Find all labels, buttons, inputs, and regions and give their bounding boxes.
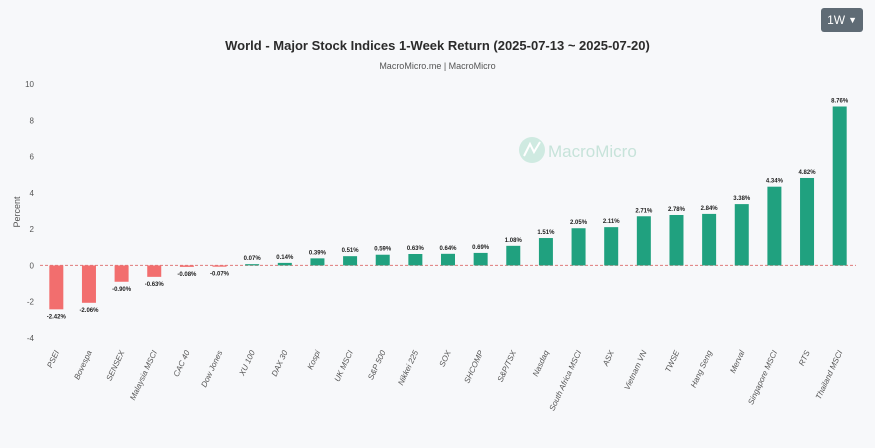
x-tick-label: TWSE [663, 348, 681, 373]
data-label: 4.34% [766, 179, 784, 185]
data-label: 8.76% [831, 98, 849, 104]
bar[interactable] [538, 238, 553, 266]
x-tick-label: Nikkei 225 [396, 349, 420, 387]
bar[interactable] [800, 177, 815, 266]
bars [49, 106, 847, 310]
bar[interactable] [604, 227, 619, 266]
watermark: MacroMicro [519, 137, 637, 163]
data-label: 2.11% [603, 219, 620, 225]
x-tick-label: Kospi [306, 349, 323, 371]
x-tick-label: UK MSCI [333, 348, 356, 383]
y-axis-title: Percent [12, 196, 22, 228]
bar[interactable] [832, 106, 847, 266]
data-label: 2.71% [635, 208, 653, 214]
bar[interactable] [669, 214, 684, 266]
period-dropdown-value: 1W [827, 13, 846, 27]
bar[interactable] [571, 228, 586, 266]
data-label: 2.84% [701, 206, 719, 212]
value-labels: -2.42% -2.06% -0.90% -0.63% -0.08% -0.07% 0.07… [47, 98, 849, 320]
x-tick-label: S&P/TSX [496, 348, 519, 383]
x-tick-label: PSEI [45, 348, 61, 369]
data-label: 1.08% [505, 238, 523, 244]
y-tick-label: 8 [30, 116, 35, 125]
x-tick-label: RTS [797, 348, 812, 367]
bar[interactable] [179, 265, 194, 267]
bar[interactable] [702, 213, 717, 266]
bar[interactable] [767, 186, 782, 266]
x-tick-label: Merval [728, 349, 746, 375]
x-tick-label: Thailand MSCI [814, 348, 845, 400]
y-tick-label: 6 [30, 153, 35, 162]
x-tick-label: XU 100 [237, 349, 257, 378]
data-label: 4.82% [799, 170, 817, 176]
bar[interactable] [408, 253, 423, 266]
bar[interactable] [473, 252, 488, 266]
y-tick-label: 10 [25, 80, 34, 89]
data-label: 1.51% [537, 230, 555, 236]
data-label: 0.14% [276, 255, 294, 261]
bar[interactable] [49, 265, 64, 310]
x-tick-label: South Africa MSCI [548, 348, 584, 412]
x-tick-label: Hang Seng [689, 349, 714, 390]
x-tick-label: SENSEX [105, 348, 127, 382]
bar[interactable] [506, 245, 521, 266]
x-tick-label: SOX [438, 348, 454, 368]
y-tick-label: -4 [27, 334, 35, 343]
data-label: -0.08% [177, 272, 197, 278]
data-label: 0.51% [342, 248, 360, 254]
data-label: 3.38% [733, 196, 751, 202]
chevron-down-icon: ▼ [848, 15, 857, 25]
data-label: 2.78% [668, 207, 686, 213]
data-label: -0.07% [210, 272, 230, 278]
data-label: 0.63% [407, 246, 425, 252]
x-tick-label: CAC 40 [172, 349, 192, 379]
watermark-text: MacroMicro [548, 142, 637, 161]
watermark-logo-mark [523, 141, 541, 157]
bar[interactable] [81, 265, 96, 303]
data-label: 0.39% [309, 250, 327, 256]
y-axis: -4 -2 0 2 4 6 8 10 [25, 80, 34, 343]
x-tick-label: Malaysia MSCI [128, 348, 159, 401]
data-label: 0.59% [374, 247, 392, 253]
x-tick-label: Dow Jones [199, 349, 224, 389]
data-label: 0.07% [244, 256, 262, 262]
bar[interactable] [734, 204, 749, 266]
bar[interactable] [375, 254, 390, 266]
y-tick-label: 2 [30, 225, 35, 234]
y-tick-label: -2 [27, 298, 35, 307]
data-label: 0.64% [439, 246, 457, 252]
x-tick-label: Bovespa [72, 349, 94, 382]
bar[interactable] [277, 262, 292, 266]
chart-title: World - Major Stock Indices 1-Week Retur… [225, 38, 650, 53]
data-label: 0.69% [472, 245, 490, 251]
x-tick-label: S&P 500 [366, 349, 388, 382]
bar[interactable] [441, 253, 455, 266]
x-tick-label: Vietnam VN [623, 349, 649, 392]
x-axis: PSEI Bovespa SENSEX Malaysia MSCI CAC 40 Dow … [45, 348, 845, 412]
bar[interactable] [114, 265, 129, 282]
data-label: 2.05% [570, 220, 588, 226]
y-tick-label: 0 [30, 261, 35, 270]
data-label: -2.06% [79, 308, 99, 314]
x-tick-label: ASX [601, 348, 617, 368]
x-tick-label: Nasdaq [531, 349, 551, 378]
bar[interactable] [310, 258, 325, 266]
data-label: -0.90% [112, 287, 132, 293]
x-tick-label: SHCOMP [462, 348, 485, 384]
x-tick-label: DAX 30 [270, 349, 290, 378]
bar[interactable] [147, 265, 162, 277]
bar[interactable] [343, 256, 358, 266]
bar[interactable] [245, 264, 260, 266]
data-label: -0.63% [145, 282, 165, 288]
chart-subtitle: MacroMicro.me | MacroMicro [379, 61, 496, 71]
x-tick-label: Singapore MSCI [746, 348, 779, 406]
period-dropdown[interactable]: 1W ▼ [821, 8, 863, 32]
bar[interactable] [212, 265, 227, 267]
y-tick-label: 4 [30, 189, 35, 198]
bar[interactable] [636, 216, 651, 266]
data-label: -2.42% [47, 314, 67, 320]
